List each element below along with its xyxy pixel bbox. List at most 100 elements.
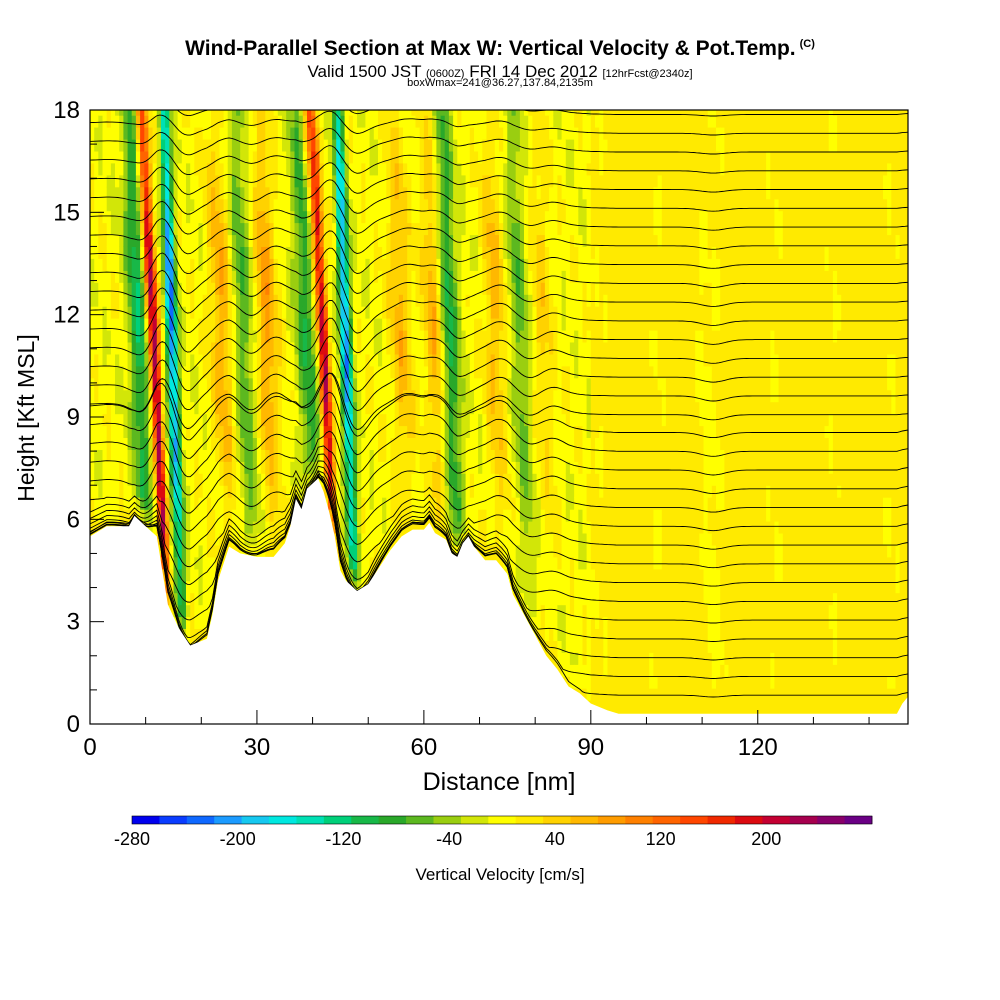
velocity-cell <box>219 377 225 391</box>
velocity-cell <box>256 401 262 415</box>
velocity-cell <box>282 198 287 212</box>
velocity-cell <box>240 521 245 534</box>
velocity-cell <box>194 210 200 224</box>
velocity-cell <box>465 413 471 427</box>
velocity-cell <box>361 556 367 570</box>
velocity-cell <box>398 174 404 188</box>
velocity-cell <box>102 497 108 510</box>
velocity-cell <box>227 282 233 295</box>
velocity-cell <box>357 533 362 546</box>
velocity-cell <box>165 389 170 403</box>
velocity-cell <box>302 139 308 152</box>
velocity-cell <box>211 556 216 570</box>
velocity-cell <box>323 110 329 116</box>
velocity-cell <box>98 127 104 140</box>
velocity-cell <box>90 186 95 200</box>
velocity-cell <box>252 174 258 188</box>
velocity-cell <box>486 449 492 462</box>
velocity-cell <box>227 485 233 498</box>
velocity-cell <box>98 497 104 510</box>
velocity-cell <box>261 258 266 271</box>
velocity-cell <box>448 139 454 152</box>
velocity-cell <box>277 497 283 510</box>
velocity-cell <box>365 234 371 247</box>
velocity-cell <box>240 425 245 438</box>
velocity-cell <box>206 592 212 606</box>
velocity-cell <box>461 342 467 355</box>
velocity-cell <box>327 222 333 236</box>
velocity-cell <box>319 174 325 188</box>
velocity-cell <box>465 461 471 474</box>
velocity-cell <box>115 234 120 247</box>
velocity-cell <box>273 413 279 427</box>
velocity-cell <box>378 342 383 355</box>
velocity-cell <box>344 282 350 295</box>
velocity-cell <box>411 127 417 140</box>
velocity-cell <box>415 413 421 427</box>
velocity-cell <box>277 413 283 427</box>
velocity-cell <box>298 413 304 427</box>
velocity-cell <box>474 353 479 367</box>
velocity-cell <box>286 377 291 391</box>
velocity-cell <box>419 330 425 343</box>
velocity-cell <box>315 437 321 450</box>
velocity-cell <box>194 174 200 188</box>
velocity-cell <box>227 318 233 331</box>
velocity-cell <box>131 389 137 403</box>
velocity-cell <box>394 282 400 295</box>
velocity-cell <box>169 162 175 176</box>
velocity-cell <box>156 473 162 486</box>
velocity-cell <box>248 115 254 128</box>
velocity-cell <box>348 330 354 343</box>
velocity-cell <box>423 330 429 343</box>
velocity-cell <box>256 162 262 176</box>
velocity-cell <box>206 127 212 140</box>
velocity-cell <box>302 437 308 450</box>
velocity-cell <box>106 222 112 236</box>
velocity-cell <box>119 318 124 331</box>
velocity-cell <box>110 270 116 283</box>
velocity-cell <box>315 282 321 295</box>
velocity-cell <box>311 342 316 355</box>
velocity-cell <box>373 186 379 200</box>
velocity-cell <box>181 150 187 164</box>
velocity-cell <box>286 110 291 116</box>
velocity-cell <box>140 198 145 212</box>
velocity-cell <box>394 389 400 403</box>
velocity-cell <box>415 401 421 415</box>
velocity-cell <box>181 270 187 283</box>
velocity-cell <box>206 568 212 582</box>
velocity-cell <box>261 425 266 438</box>
velocity-cell <box>298 115 304 128</box>
velocity-cell <box>106 461 112 474</box>
velocity-cell <box>177 139 183 152</box>
velocity-cell <box>261 461 266 474</box>
velocity-cell <box>236 139 241 152</box>
velocity-cell <box>453 437 458 450</box>
velocity-cell <box>211 306 216 319</box>
velocity-cell <box>302 449 308 462</box>
velocity-cell <box>461 258 467 271</box>
velocity-cell <box>194 461 200 474</box>
velocity-cell <box>194 246 200 259</box>
velocity-cell <box>227 437 233 450</box>
velocity-cell <box>194 604 200 618</box>
velocity-cell <box>252 294 258 307</box>
velocity-cell <box>131 306 137 319</box>
velocity-cell <box>140 425 145 438</box>
velocity-cell <box>394 294 400 307</box>
velocity-cell <box>403 401 408 415</box>
velocity-cell <box>261 115 266 128</box>
velocity-cell <box>311 449 316 462</box>
velocity-cell <box>265 449 271 462</box>
velocity-cell <box>90 174 95 188</box>
velocity-cell <box>148 437 154 450</box>
velocity-cell <box>403 437 408 450</box>
velocity-cell <box>307 365 312 379</box>
velocity-cell <box>211 509 216 522</box>
velocity-cell <box>106 425 112 438</box>
velocity-cell <box>219 425 225 438</box>
velocity-cell <box>206 533 212 546</box>
velocity-cell <box>307 162 312 176</box>
velocity-cell <box>173 556 179 570</box>
